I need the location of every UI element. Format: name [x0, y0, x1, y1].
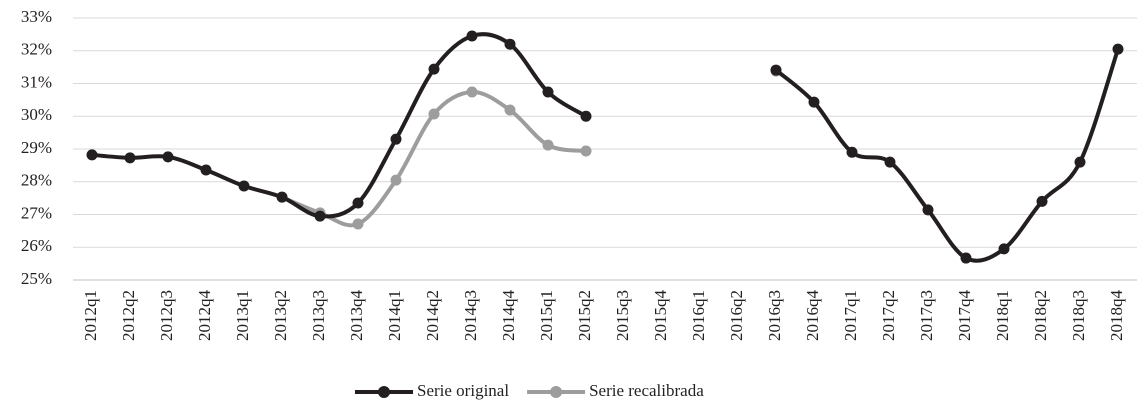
series-line	[91, 32, 1120, 263]
data-point	[580, 110, 592, 122]
x-tick-label: 2016q2	[727, 290, 746, 341]
y-tick-label: 25%	[21, 269, 52, 288]
y-tick-label: 27%	[21, 203, 52, 222]
data-point	[466, 86, 478, 98]
x-tick-label: 2012q4	[195, 290, 214, 342]
x-tick-label: 2017q2	[879, 290, 898, 341]
data-point	[352, 197, 364, 209]
x-tick-label: 2012q1	[81, 290, 100, 341]
y-tick-label: 26%	[21, 236, 52, 255]
x-tick-label: 2015q1	[537, 290, 556, 341]
x-tick-label: 2018q4	[1107, 290, 1126, 342]
x-tick-label: 2014q4	[499, 290, 518, 342]
data-point	[162, 151, 174, 163]
data-point	[428, 63, 440, 75]
data-point	[542, 86, 554, 98]
legend-marker	[378, 386, 390, 398]
data-point	[846, 146, 858, 158]
data-point	[428, 108, 440, 120]
legend-label: Serie original	[417, 381, 509, 400]
legend-label: Serie recalibrada	[589, 381, 704, 400]
x-tick-label: 2017q3	[917, 290, 936, 341]
y-tick-label: 32%	[21, 40, 52, 59]
data-point	[504, 104, 516, 116]
x-tick-label: 2013q2	[271, 290, 290, 341]
data-point	[580, 145, 592, 157]
data-point	[960, 252, 972, 264]
x-tick-label: 2012q3	[157, 290, 176, 341]
x-tick-label: 2013q1	[233, 290, 252, 341]
x-tick-label: 2014q1	[385, 290, 404, 341]
data-point	[238, 180, 250, 192]
data-point	[390, 174, 402, 186]
data-point	[1112, 43, 1124, 55]
x-tick-label: 2014q2	[423, 290, 442, 341]
x-tick-label: 2013q4	[347, 290, 366, 342]
data-point	[1074, 156, 1086, 168]
data-point	[884, 156, 896, 168]
x-tick-label: 2015q4	[651, 290, 670, 342]
x-tick-label: 2015q3	[613, 290, 632, 341]
data-point	[390, 133, 402, 145]
data-point	[998, 243, 1010, 255]
x-tick-label: 2016q4	[803, 290, 822, 342]
data-point	[352, 218, 364, 230]
x-tick-label: 2016q1	[689, 290, 708, 341]
x-tick-label: 2014q3	[461, 290, 480, 341]
x-tick-label: 2015q2	[575, 290, 594, 341]
data-point	[1036, 195, 1048, 207]
data-point	[808, 96, 820, 108]
legend-marker	[550, 386, 563, 398]
x-tick-label: 2018q2	[1031, 290, 1050, 341]
data-point	[770, 64, 782, 76]
data-point	[314, 210, 326, 222]
data-point	[86, 149, 98, 161]
x-tick-label: 2018q1	[993, 290, 1012, 341]
data-point	[922, 204, 934, 216]
data-point	[504, 38, 516, 50]
x-tick-label: 2017q4	[955, 290, 974, 342]
data-point	[124, 152, 136, 164]
data-point	[542, 139, 554, 151]
data-point	[276, 191, 288, 203]
x-tick-label: 2013q3	[309, 290, 328, 341]
y-tick-label: 30%	[21, 105, 52, 124]
y-tick-label: 29%	[21, 138, 52, 157]
y-tick-label: 31%	[21, 72, 52, 91]
x-tick-label: 2016q3	[765, 290, 784, 341]
x-tick-label: 2012q2	[119, 290, 138, 341]
y-tick-label: 28%	[21, 171, 52, 190]
data-point	[466, 30, 478, 42]
x-tick-label: 2017q1	[841, 290, 860, 341]
x-tick-label: 2018q3	[1069, 290, 1088, 341]
y-tick-label: 33%	[21, 7, 52, 26]
data-point	[200, 164, 212, 176]
